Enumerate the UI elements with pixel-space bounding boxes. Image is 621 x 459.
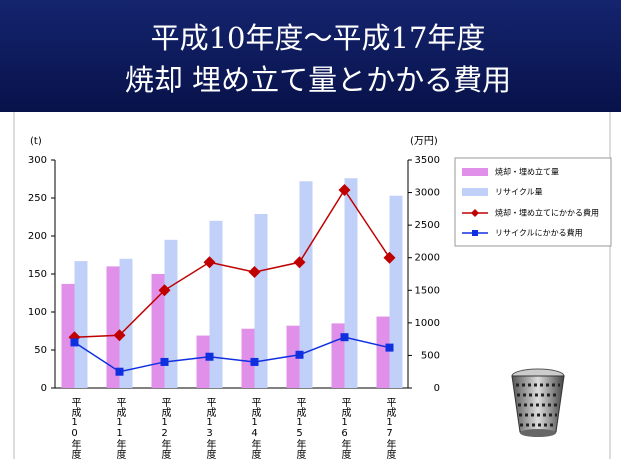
- line: [74, 188, 391, 338]
- bar: [164, 239, 178, 388]
- marker: [115, 367, 124, 376]
- legend-marker: [471, 209, 479, 217]
- marker: [70, 338, 79, 347]
- y-axis-label: (t): [30, 136, 42, 147]
- x-tick-label: 平成14年度: [249, 397, 261, 459]
- bar: [209, 220, 223, 388]
- y2-tick-label: 0: [434, 383, 440, 394]
- marker: [338, 183, 351, 196]
- bar: [61, 283, 75, 388]
- marker: [385, 343, 394, 352]
- legend-swatch: [462, 168, 488, 176]
- x-tick-label: 平成10年度: [69, 397, 81, 459]
- x-tick-label: 平成13年度: [204, 397, 216, 459]
- marker: [250, 357, 259, 366]
- y2-tick-label: 2500: [415, 220, 440, 231]
- bar: [74, 261, 88, 388]
- header-band: [0, 0, 621, 112]
- bar: [389, 195, 403, 388]
- marker: [295, 350, 304, 359]
- trash-can-icon: [511, 368, 565, 437]
- y-tick-label: 200: [28, 231, 47, 242]
- marker: [158, 284, 171, 297]
- marker: [383, 251, 396, 264]
- x-tick-label: 平成11年度: [114, 397, 126, 459]
- y-tick-label: 300: [28, 155, 47, 166]
- bar: [196, 335, 210, 388]
- bar: [344, 178, 358, 388]
- legend-swatch: [462, 188, 488, 196]
- y2-tick-label: 1000: [415, 318, 440, 329]
- marker: [113, 329, 126, 342]
- marker: [248, 266, 261, 279]
- marker: [293, 256, 306, 269]
- chart-title: 平成10年度～平成17年度: [151, 21, 486, 55]
- marker: [205, 352, 214, 361]
- x-tick-label: 平成17年度: [384, 397, 396, 459]
- y-tick-label: 0: [41, 383, 47, 394]
- x-tick-label: 平成12年度: [159, 397, 171, 459]
- bar: [241, 328, 255, 388]
- bar: [119, 258, 133, 388]
- y2-tick-label: 2000: [415, 253, 440, 264]
- marker: [340, 333, 349, 342]
- y2-tick-label: 1500: [415, 285, 440, 296]
- bar: [254, 213, 268, 388]
- bar: [331, 323, 345, 388]
- legend-label: リサイクルにかかる費用: [495, 228, 583, 238]
- chart-subtitle: 焼却 埋め立て量とかかる費用: [125, 63, 511, 97]
- legend-label: リサイクル量: [495, 188, 543, 197]
- y-tick-label: 50: [34, 345, 47, 356]
- y2-tick-label: 3000: [415, 188, 440, 199]
- legend-label: 焼却・埋め立てにかかる費用: [495, 208, 599, 218]
- y-tick-label: 250: [28, 193, 47, 204]
- x-tick-label: 平成16年度: [339, 397, 351, 459]
- bar: [286, 325, 300, 388]
- line: [74, 336, 390, 373]
- y2-axis-label: (万円): [410, 136, 438, 147]
- bar: [106, 266, 120, 388]
- legend-marker: [472, 230, 478, 236]
- bar: [376, 316, 390, 388]
- bar: [299, 181, 313, 388]
- marker: [203, 256, 216, 269]
- legend-label: 焼却・埋め立て量: [495, 167, 559, 177]
- y-tick-label: 100: [28, 307, 47, 318]
- y2-tick-label: 500: [421, 350, 440, 361]
- x-tick-label: 平成15年度: [294, 397, 306, 459]
- marker: [160, 357, 169, 366]
- y2-tick-label: 3500: [415, 155, 440, 166]
- y-tick-label: 150: [28, 269, 47, 280]
